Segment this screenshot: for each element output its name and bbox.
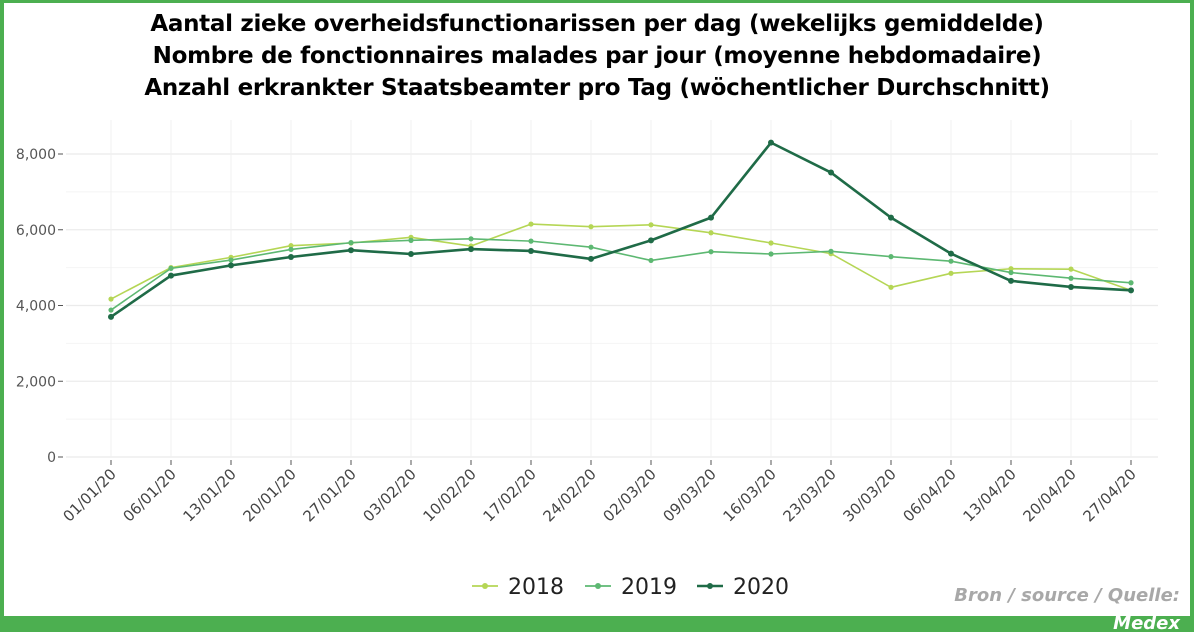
source-name: Medex <box>1113 613 1180 634</box>
data-point-2019 <box>648 257 654 264</box>
data-point-2019 <box>768 251 774 257</box>
data-point-2020 <box>1068 283 1074 290</box>
data-point-2019 <box>588 244 594 250</box>
legend-item-2020: 2020 <box>697 575 789 600</box>
series-lines <box>108 139 1134 320</box>
y-tick-label: 8,000 <box>16 147 56 163</box>
title-line-french: Nombre de fonctionnaires malades par jou… <box>152 43 1042 69</box>
x-tick-label: 24/02/20 <box>539 465 599 525</box>
data-point-2019 <box>948 258 954 264</box>
y-tick-label: 0 <box>47 450 56 466</box>
legend-marker <box>595 583 601 589</box>
data-point-2020 <box>108 313 114 320</box>
data-point-2018 <box>708 230 714 236</box>
data-point-2020 <box>588 255 594 262</box>
legend-marker <box>482 583 488 589</box>
data-point-2020 <box>528 247 534 254</box>
x-tick-label: 10/02/20 <box>419 465 479 525</box>
data-point-2018 <box>288 243 294 249</box>
data-point-2019 <box>1008 269 1014 276</box>
data-point-2019 <box>288 246 294 253</box>
data-point-2020 <box>648 237 654 244</box>
title-line-dutch: Aantal zieke overheidsfunctionarissen pe… <box>150 11 1044 37</box>
title-line-german: Anzahl erkrankter Staatsbeamter pro Tag … <box>144 75 1050 101</box>
data-point-2018 <box>768 240 774 246</box>
x-tick-label: 01/01/20 <box>59 465 119 525</box>
series-2019 <box>108 236 1134 313</box>
series-line-2018 <box>110 223 1132 300</box>
x-axis: 01/01/20 06/01/20 13/01/20 20/01/20 27/01/20… <box>59 460 1140 525</box>
data-point-2019 <box>1128 280 1134 286</box>
data-point-2020 <box>768 139 774 146</box>
x-tick-label: 06/01/20 <box>119 465 179 525</box>
data-point-2020 <box>708 214 714 221</box>
x-tick-label: 03/02/20 <box>359 465 419 525</box>
data-point-2020 <box>168 272 174 279</box>
x-tick-label: 23/03/20 <box>779 465 839 525</box>
source-label: Bron / source / Quelle: <box>954 585 1180 606</box>
data-point-2020 <box>228 262 234 269</box>
y-axis: 0 2,000 4,000 6,000 8,000 <box>16 147 63 466</box>
legend-item-2019: 2019 <box>585 575 677 600</box>
data-point-2020 <box>408 250 414 257</box>
data-point-2020 <box>468 246 474 253</box>
data-point-2018 <box>888 284 894 290</box>
x-tick-label: 06/04/20 <box>899 465 959 525</box>
y-tick-label: 2,000 <box>16 374 56 390</box>
data-point-2020 <box>288 254 294 261</box>
data-point-2018 <box>1068 266 1074 272</box>
x-tick-label: 20/01/20 <box>239 465 299 525</box>
data-point-2020 <box>828 169 834 176</box>
x-tick-label: 16/03/20 <box>719 465 779 525</box>
data-point-2019 <box>228 257 234 263</box>
legend-label: 2020 <box>733 575 789 600</box>
data-point-2019 <box>108 307 114 313</box>
x-tick-label: 13/04/20 <box>959 465 1019 525</box>
y-tick-label: 6,000 <box>16 223 56 239</box>
chart-title: Aantal zieke overheidsfunctionarissen pe… <box>0 8 1194 104</box>
x-tick-label: 02/03/20 <box>599 465 659 525</box>
data-point-2019 <box>348 240 354 246</box>
data-point-2019 <box>408 237 414 243</box>
series-line-2019 <box>110 238 1132 311</box>
y-tick-label: 4,000 <box>16 299 56 315</box>
legend-item-2018: 2018 <box>472 575 564 600</box>
data-point-2019 <box>468 236 474 242</box>
x-tick-label: 09/03/20 <box>659 465 719 525</box>
x-tick-label: 30/03/20 <box>839 465 899 525</box>
legend-marker <box>707 583 713 589</box>
series-2020 <box>108 139 1134 320</box>
legend: 2018 2019 2020 <box>472 575 789 600</box>
x-tick-label: 13/01/20 <box>179 465 239 525</box>
data-point-2019 <box>168 265 174 271</box>
x-tick-label: 20/04/20 <box>1019 465 1079 525</box>
data-point-2018 <box>648 222 654 228</box>
legend-label: 2018 <box>508 575 564 600</box>
data-point-2018 <box>108 296 114 302</box>
data-point-2018 <box>528 221 534 227</box>
data-point-2020 <box>948 250 954 257</box>
data-point-2019 <box>888 254 894 260</box>
data-point-2019 <box>708 249 714 255</box>
data-point-2018 <box>948 270 954 276</box>
data-point-2020 <box>348 247 354 254</box>
data-point-2018 <box>1008 266 1014 272</box>
data-point-2019 <box>828 248 834 254</box>
source-note: Bron / source / Quelle: Medex <box>954 582 1180 638</box>
x-tick-label: 27/01/20 <box>299 465 359 525</box>
legend-label: 2019 <box>621 575 677 600</box>
series-line-2020 <box>110 141 1132 318</box>
x-tick-label: 17/02/20 <box>479 465 539 525</box>
data-point-2020 <box>1128 287 1134 294</box>
data-point-2019 <box>528 238 534 244</box>
data-point-2018 <box>588 224 594 230</box>
data-point-2020 <box>888 214 894 221</box>
gridlines <box>66 120 1158 458</box>
data-point-2020 <box>1008 277 1014 284</box>
x-tick-label: 27/04/20 <box>1079 465 1139 525</box>
data-point-2019 <box>1068 275 1074 281</box>
